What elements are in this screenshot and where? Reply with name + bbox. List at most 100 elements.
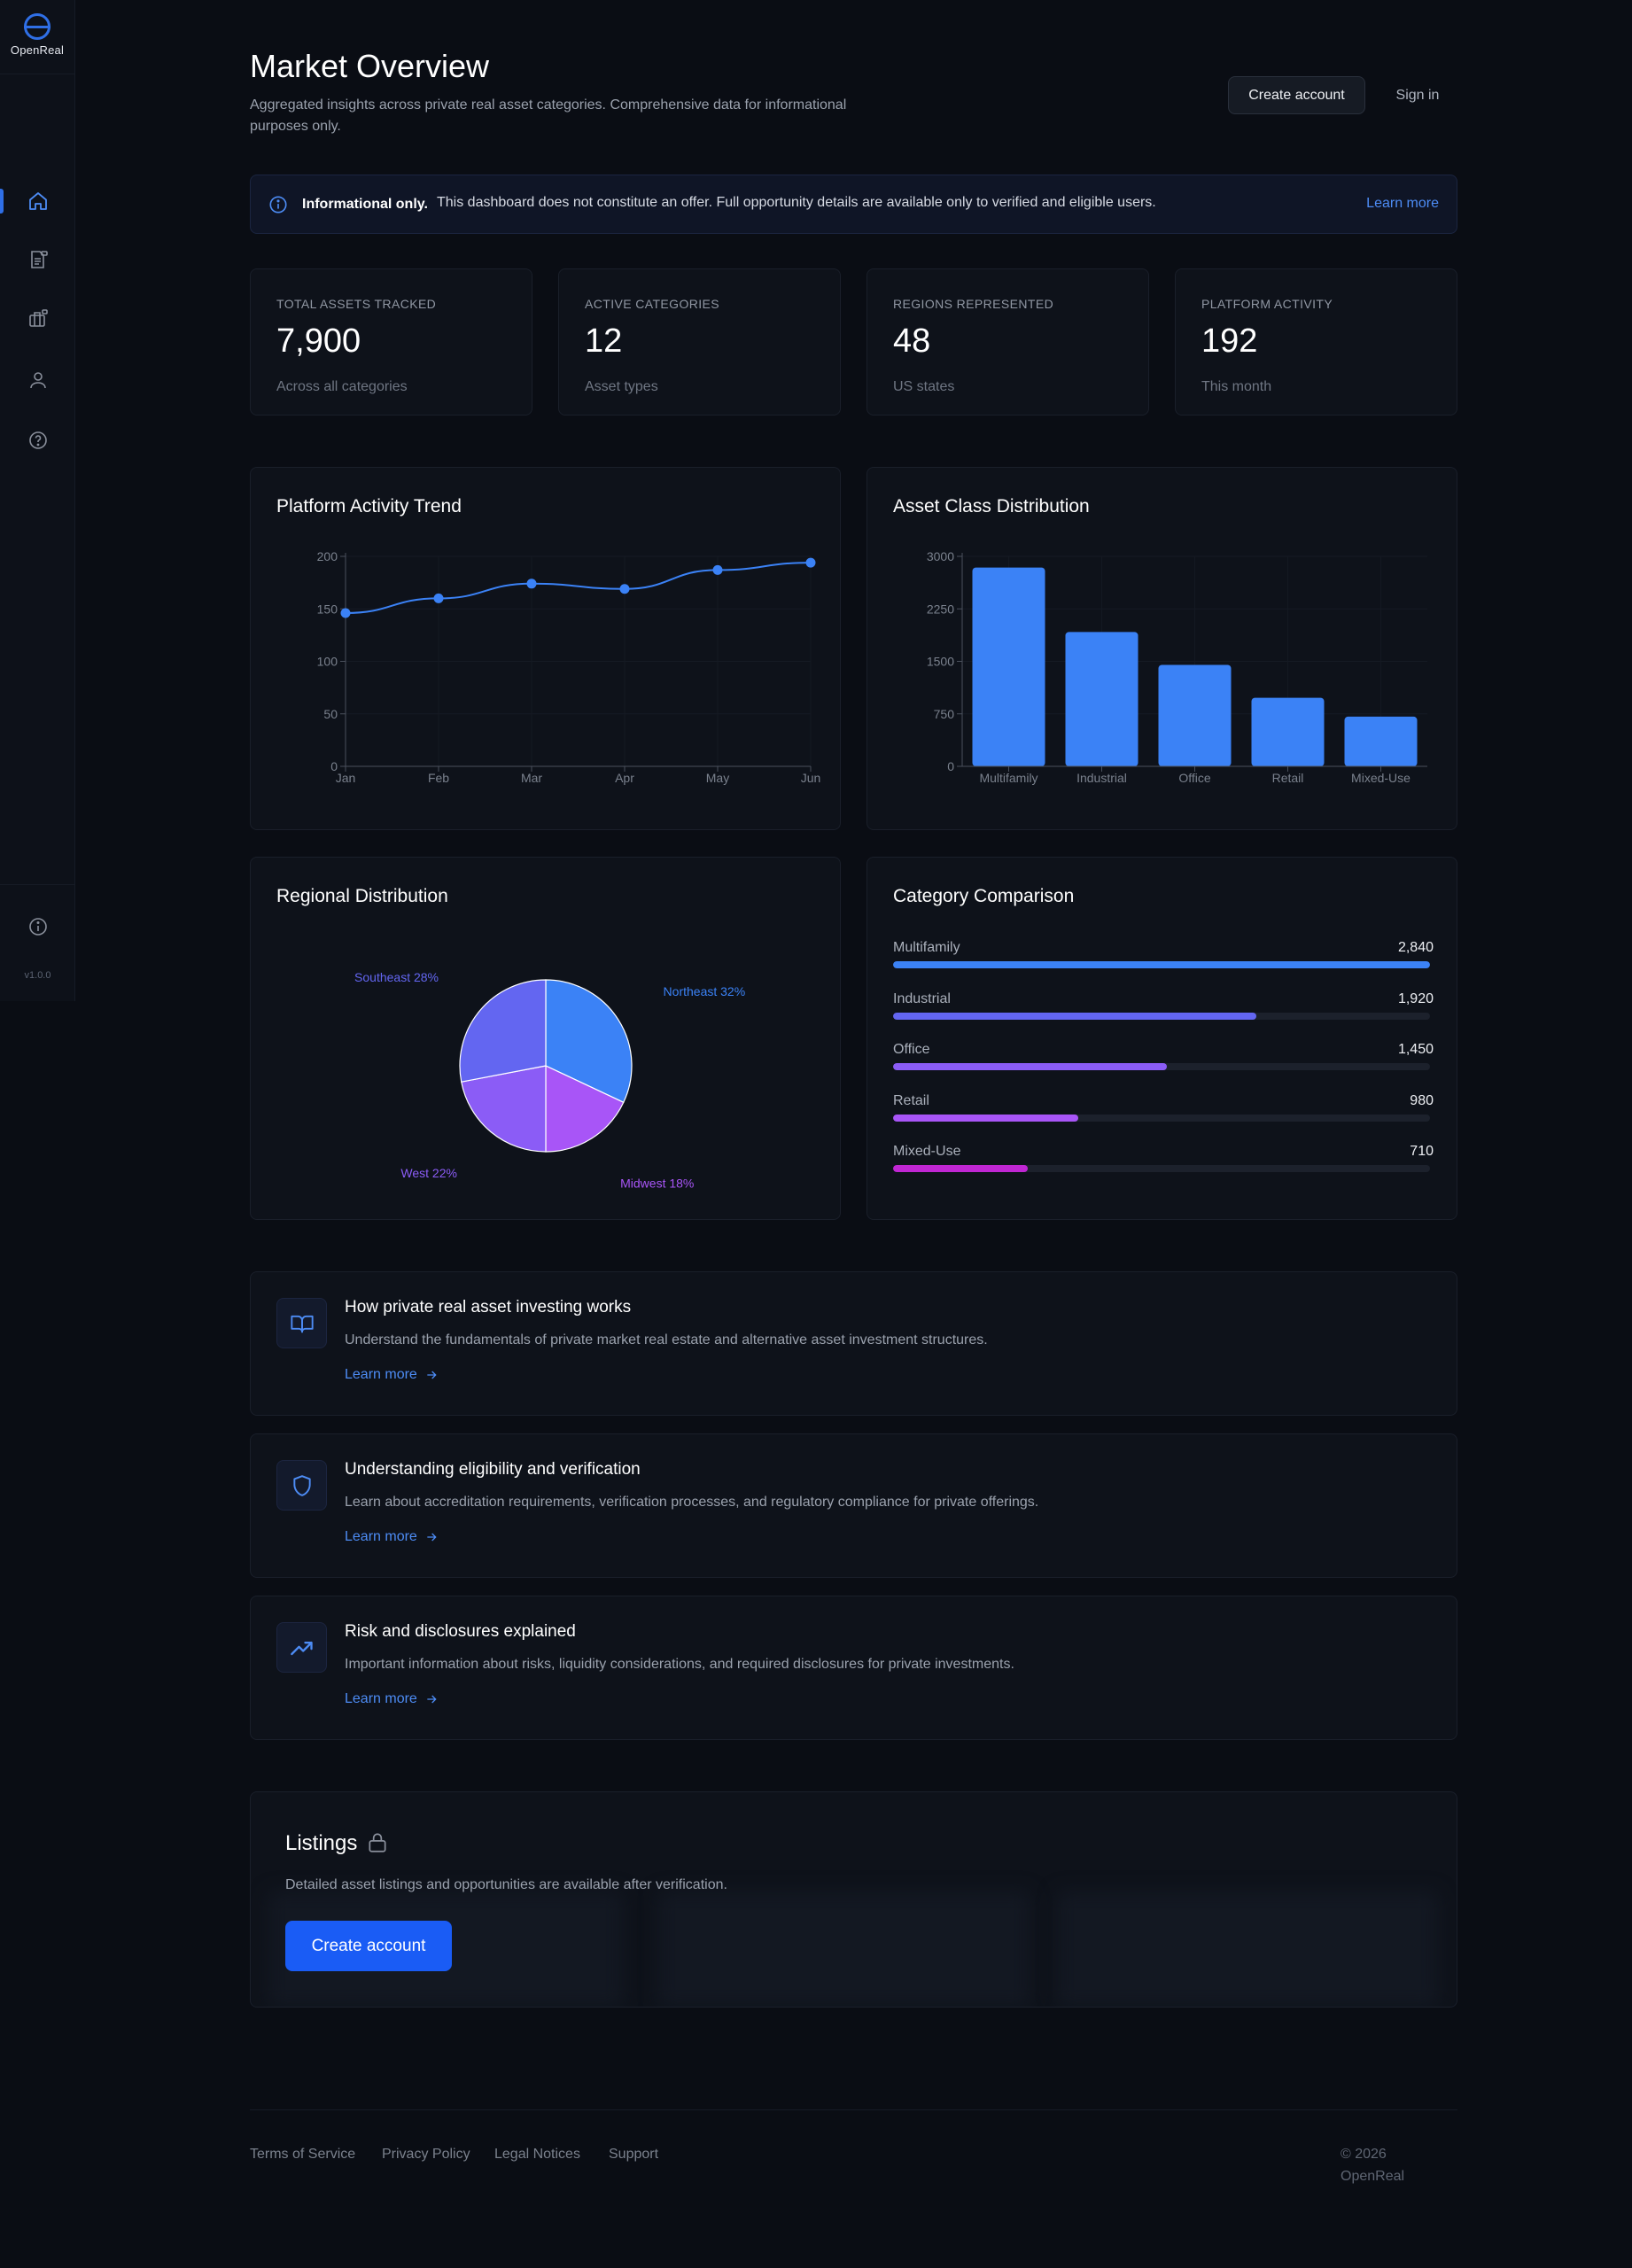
arrow-right-icon [427, 1371, 437, 1379]
category-value: 980 [1410, 1092, 1434, 1108]
progress-fill [893, 1114, 1079, 1122]
user-icon [29, 372, 46, 389]
category-label: Retail [893, 1092, 929, 1108]
bar [972, 567, 1045, 766]
stat-note: Across all categories [276, 379, 408, 394]
y-tick-label: 200 [317, 549, 338, 563]
footer-divider [250, 2109, 1457, 2110]
resource-learn-more-link[interactable]: Learn more [345, 1691, 439, 1707]
data-point [805, 557, 816, 568]
sidebar-item-help[interactable] [0, 420, 75, 461]
x-tick-label: Jun [801, 771, 821, 785]
comparison-row: Office 1,450 [893, 1042, 1434, 1079]
bar [1251, 697, 1325, 766]
arrow-right-icon [427, 1695, 437, 1704]
data-point [619, 584, 630, 594]
resource-learn-more-link[interactable]: Learn more [345, 1367, 439, 1383]
blurred-listing-placeholder [1057, 1891, 1438, 2007]
sidebar-footer: v1.0.0 [0, 884, 75, 1001]
comparison-row: Mixed-Use 710 [893, 1144, 1434, 1181]
y-tick-label: 750 [934, 707, 955, 721]
y-tick-label: 0 [330, 759, 338, 773]
info-icon [28, 918, 47, 936]
stat-card-regions: REGIONS REPRESENTED 48 US states [867, 268, 1149, 416]
series-line [345, 562, 812, 614]
stat-label: TOTAL ASSETS TRACKED [276, 297, 437, 311]
resource-card-risk[interactable]: Risk and disclosures explained Important… [250, 1596, 1457, 1740]
resource-learn-more-link[interactable]: Learn more [345, 1529, 439, 1545]
shield-icon [292, 1474, 311, 1496]
logo-mark-icon [24, 13, 51, 40]
stat-note: Asset types [585, 379, 658, 394]
comparison-row: Multifamily 2,840 [893, 940, 1434, 977]
progress-track [893, 1063, 1430, 1070]
banner-label: Informational only. [302, 197, 428, 212]
x-tick-label: Industrial [1076, 771, 1127, 785]
bar [1065, 632, 1139, 766]
x-tick-label: Multifamily [979, 771, 1037, 785]
footer-link-privacy[interactable]: Privacy Policy [382, 2147, 470, 2162]
app-version: v1.0.0 [24, 970, 51, 981]
category-label: Industrial [893, 990, 951, 1006]
sign-in-button[interactable]: Sign in [1395, 87, 1440, 103]
listings-title: Listings [285, 1831, 358, 1855]
listings-create-account-button[interactable]: Create account [285, 1921, 452, 1971]
resource-icon-box [276, 1460, 327, 1511]
logo[interactable]: OpenReal [0, 0, 74, 74]
x-tick-label: Feb [428, 771, 449, 785]
stat-value: 7,900 [276, 322, 361, 360]
sidebar-item-home[interactable] [0, 181, 75, 221]
platform-activity-card: Platform Activity Trend 0 50 100 150 200 Jan F… [250, 467, 841, 830]
progress-track [893, 1012, 1430, 1020]
stat-card-total-assets: TOTAL ASSETS TRACKED 7,900 Across all ca… [250, 268, 532, 416]
info-circle-icon [269, 196, 287, 214]
link-label: Learn more [345, 1367, 417, 1382]
footer-link-support[interactable]: Support [609, 2147, 659, 2162]
resource-description: Important information about risks, liqui… [345, 1657, 1014, 1672]
x-tick-label: May [706, 771, 729, 785]
progress-fill [893, 1012, 1256, 1020]
page-subtitle: Aggregated insights across private real … [250, 97, 847, 134]
data-point [433, 593, 444, 603]
blurred-listing-placeholder [658, 1891, 1030, 2007]
resource-title: Understanding eligibility and verificati… [345, 1460, 641, 1479]
sidebar-item-documents[interactable] [0, 239, 75, 280]
chart-title: Category Comparison [893, 886, 1075, 906]
resource-card-eligibility[interactable]: Understanding eligibility and verificati… [250, 1433, 1457, 1578]
y-tick-label: 1500 [927, 655, 954, 669]
stat-label: REGIONS REPRESENTED [893, 297, 1054, 311]
stat-label: ACTIVE CATEGORIES [585, 297, 720, 311]
y-tick-label: 3000 [927, 549, 954, 563]
trending-up-icon [290, 1641, 313, 1655]
slice-label: Midwest 18% [620, 1177, 694, 1191]
create-account-button[interactable]: Create account [1228, 76, 1365, 114]
slice-label: Southeast 28% [354, 970, 439, 984]
data-point [712, 564, 723, 575]
stat-label: PLATFORM ACTIVITY [1201, 297, 1333, 311]
banner-learn-more-link[interactable]: Learn more [1366, 196, 1439, 211]
comparison-row: Industrial 1,920 [893, 991, 1434, 1029]
listings-description: Detailed asset listings and opportunitie… [285, 1877, 727, 1892]
stat-value: 192 [1201, 322, 1258, 360]
asset-class-card: Asset Class Distribution 0 750 1500 2250 300… [867, 467, 1457, 830]
sidebar-item-info[interactable] [0, 906, 75, 947]
category-value: 1,920 [1397, 990, 1434, 1006]
slice-label: Northeast 32% [664, 984, 746, 998]
sidebar-item-profile[interactable] [0, 360, 75, 400]
category-comparison-card: Category Comparison Multifamily 2,840 Indu… [867, 857, 1457, 1220]
x-tick-label: Mar [521, 771, 542, 785]
pie-chart: Northeast 32% Midwest 18% West 22% Southeas… [354, 970, 746, 1191]
footer-link-legal[interactable]: Legal Notices [494, 2147, 580, 2162]
resource-card-investing[interactable]: How private real asset investing works U… [250, 1271, 1457, 1416]
category-value: 710 [1410, 1144, 1434, 1159]
sidebar-item-portfolio[interactable] [0, 299, 75, 339]
x-tick-label: Office [1178, 771, 1211, 785]
link-label: Learn more [345, 1529, 417, 1544]
category-value: 2,840 [1397, 940, 1434, 955]
pie-slice [461, 1065, 547, 1153]
help-icon [28, 431, 47, 449]
progress-fill [893, 961, 1430, 968]
bar [1158, 664, 1232, 766]
footer-link-terms[interactable]: Terms of Service [250, 2147, 356, 2162]
stat-card-active-categories: ACTIVE CATEGORIES 12 Asset types [558, 268, 841, 416]
